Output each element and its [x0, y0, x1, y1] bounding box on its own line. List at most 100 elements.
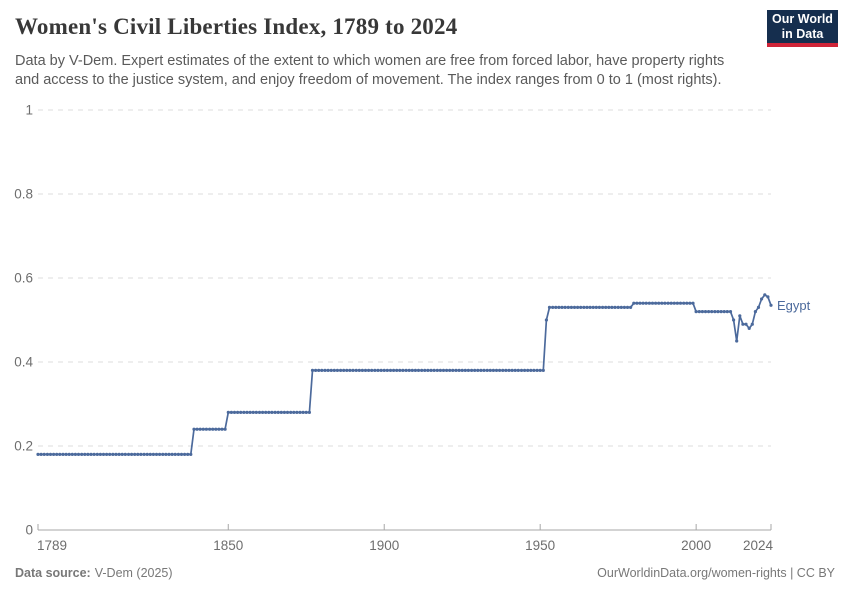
data-point: [479, 368, 483, 372]
data-point: [232, 410, 237, 414]
data-point: [120, 452, 124, 456]
data-point: [167, 452, 171, 456]
data-point: [301, 410, 305, 414]
data-point: [494, 368, 499, 372]
data-point: [560, 305, 564, 309]
data-point: [594, 305, 598, 309]
data-point: [83, 452, 87, 456]
data-point: [229, 410, 233, 414]
owid-url-link[interactable]: OurWorldinData.org/women-rights | CC BY: [597, 566, 835, 580]
data-point: [217, 427, 221, 431]
data-point: [725, 310, 729, 314]
data-point: [279, 410, 283, 414]
data-point: [267, 410, 271, 414]
data-point: [248, 410, 252, 414]
data-point: [498, 368, 502, 372]
data-point: [569, 305, 574, 309]
data-point: [638, 301, 642, 305]
egypt-line[interactable]: [38, 293, 772, 456]
data-point: [685, 301, 689, 305]
data-point: [226, 410, 230, 414]
data-point: [707, 310, 711, 314]
data-point: [133, 452, 137, 456]
data-point: [111, 452, 115, 456]
data-point: [491, 368, 495, 372]
data-point: [616, 305, 620, 309]
data-point: [601, 305, 605, 309]
data-point: [198, 427, 202, 431]
y-axis-tick-label: 0.8: [14, 187, 33, 202]
data-point: [339, 368, 343, 372]
data-point: [52, 452, 56, 456]
data-point: [89, 452, 93, 456]
data-point: [373, 368, 377, 372]
data-point: [39, 452, 43, 456]
data-point: [145, 452, 149, 456]
data-point: [404, 368, 408, 372]
data-point: [641, 301, 645, 305]
data-point: [501, 368, 505, 372]
data-point: [164, 452, 168, 456]
data-point: [370, 368, 374, 372]
data-point: [732, 318, 736, 322]
data-point: [504, 368, 508, 372]
data-point: [170, 452, 174, 456]
data-point: [769, 303, 773, 307]
data-source-label: Data source:: [15, 566, 91, 580]
data-point: [214, 427, 218, 431]
data-point: [245, 410, 249, 414]
data-point: [544, 318, 549, 322]
y-axis-tick-label: 0: [25, 523, 33, 538]
data-point: [92, 452, 96, 456]
data-point: [379, 368, 383, 372]
owid-logo[interactable]: Our World in Data: [767, 10, 838, 47]
data-point: [211, 427, 215, 431]
data-point: [610, 305, 614, 309]
data-point: [126, 452, 131, 456]
data-point: [48, 452, 53, 456]
data-source-value: V-Dem (2025): [94, 566, 173, 580]
egypt-line-series[interactable]: [36, 293, 773, 456]
data-point: [416, 368, 421, 372]
series-label-egypt[interactable]: Egypt: [777, 298, 811, 313]
data-point: [236, 410, 240, 414]
data-point: [195, 427, 199, 431]
data-point: [55, 452, 59, 456]
data-point: [694, 310, 698, 314]
data-point: [622, 305, 627, 309]
data-point: [136, 452, 140, 456]
data-point: [722, 310, 726, 314]
data-point: [413, 368, 417, 372]
data-point: [473, 368, 477, 372]
data-point: [307, 410, 311, 414]
page-title: Women's Civil Liberties Index, 1789 to 2…: [15, 14, 458, 39]
data-point: [675, 301, 680, 305]
data-point: [644, 301, 648, 305]
data-point: [713, 310, 717, 314]
data-point: [151, 452, 155, 456]
data-point: [582, 305, 586, 309]
data-point: [314, 368, 318, 372]
data-point: [282, 410, 286, 414]
data-point: [510, 368, 514, 372]
data-point: [766, 295, 770, 299]
data-point: [423, 368, 427, 372]
data-point: [420, 368, 424, 372]
data-point: [410, 368, 414, 372]
logo-line1: Our World: [772, 12, 833, 26]
data-point: [186, 452, 190, 456]
data-point: [703, 310, 708, 314]
data-point: [551, 305, 555, 309]
data-point: [650, 301, 655, 305]
data-point: [148, 452, 152, 456]
data-point: [407, 368, 411, 372]
data-point: [741, 322, 745, 326]
data-point: [632, 301, 636, 305]
data-point: [700, 310, 705, 314]
y-axis-tick-label: 0.2: [14, 439, 33, 454]
data-point: [507, 368, 511, 372]
data-point: [607, 305, 611, 309]
data-point: [750, 322, 754, 326]
data-point: [357, 368, 361, 372]
